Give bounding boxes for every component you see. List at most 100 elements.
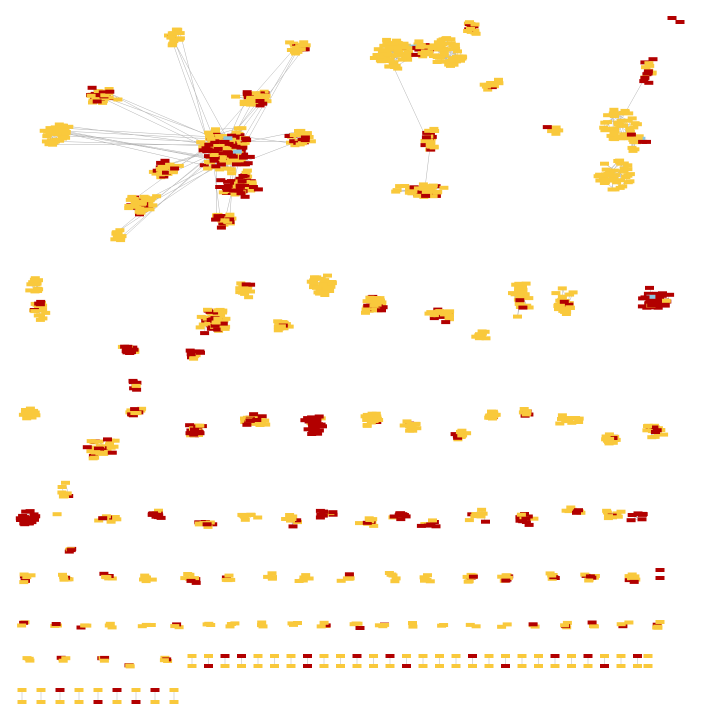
red-node — [225, 217, 235, 222]
red-node — [308, 419, 318, 423]
yellow-node — [173, 27, 183, 32]
yellow-node — [222, 157, 232, 162]
red-node — [159, 174, 169, 179]
red-node — [307, 421, 317, 426]
yellow-node — [316, 624, 326, 629]
yellow-node — [616, 664, 626, 668]
yellow-node — [43, 129, 53, 133]
yellow-node — [599, 181, 609, 185]
yellow-node — [202, 622, 212, 627]
yellow-node — [344, 576, 354, 581]
red-node — [204, 142, 214, 147]
red-node — [190, 427, 199, 432]
red-node — [202, 522, 212, 527]
yellow-node — [632, 122, 642, 127]
yellow-node — [554, 307, 563, 312]
yellow-node — [33, 313, 43, 318]
yellow-node — [603, 113, 613, 118]
yellow-node — [86, 439, 96, 444]
yellow-node — [116, 238, 126, 243]
yellow-node — [113, 230, 123, 235]
red-node — [431, 524, 441, 529]
yellow-node — [104, 95, 114, 100]
yellow-node — [369, 654, 378, 658]
yellow-node — [609, 168, 619, 173]
red-node — [236, 191, 246, 196]
red-node — [328, 510, 338, 515]
yellow-node — [379, 43, 389, 48]
red-node — [19, 620, 29, 625]
yellow-node — [464, 518, 474, 523]
yellow-node — [168, 170, 178, 175]
yellow-node — [608, 440, 618, 445]
yellow-node — [281, 517, 291, 521]
yellow-node — [292, 47, 301, 52]
yellow-node — [145, 207, 155, 212]
yellow-node — [471, 334, 481, 339]
yellow-node — [189, 356, 199, 361]
red-node — [564, 302, 574, 307]
yellow-node — [453, 49, 462, 54]
yellow-node — [529, 516, 539, 521]
red-node — [241, 282, 251, 287]
yellow-node — [102, 575, 112, 580]
yellow-node — [551, 131, 561, 136]
yellow-node — [158, 164, 167, 169]
red-node — [572, 510, 581, 515]
red-node — [131, 700, 141, 704]
red-node — [626, 518, 636, 523]
yellow-node — [105, 442, 114, 447]
yellow-node — [320, 278, 330, 283]
yellow-node — [61, 131, 71, 135]
yellow-node — [371, 307, 381, 312]
yellow-node — [221, 324, 231, 329]
yellow-node — [256, 421, 266, 426]
red-node — [211, 164, 221, 169]
red-node — [660, 303, 670, 308]
yellow-node — [117, 234, 127, 239]
yellow-node — [263, 574, 273, 579]
yellow-node — [481, 336, 491, 341]
yellow-node — [110, 237, 120, 242]
yellow-node — [93, 89, 103, 94]
red-node — [585, 574, 595, 579]
yellow-node — [610, 173, 620, 178]
red-node — [363, 303, 373, 308]
yellow-node — [382, 37, 392, 42]
yellow-node — [95, 444, 105, 449]
red-node — [667, 16, 677, 20]
yellow-node — [226, 139, 236, 144]
red-node — [524, 522, 534, 527]
yellow-node — [388, 573, 398, 578]
red-node — [643, 69, 653, 74]
yellow-node — [301, 573, 311, 578]
yellow-node — [377, 300, 387, 305]
yellow-node — [274, 326, 284, 331]
yellow-node — [29, 408, 39, 413]
yellow-node — [553, 304, 563, 308]
yellow-node — [517, 654, 527, 658]
yellow-node — [196, 140, 206, 145]
red-node — [653, 299, 662, 304]
yellow-node — [604, 432, 614, 437]
yellow-node — [510, 292, 520, 297]
red-node — [128, 380, 138, 385]
yellow-node — [318, 282, 328, 287]
red-node — [125, 351, 135, 355]
yellow-node — [384, 45, 394, 50]
yellow-node — [557, 417, 566, 421]
yellow-node — [236, 281, 246, 286]
yellow-node — [406, 46, 416, 51]
yellow-node — [253, 654, 263, 658]
yellow-node — [320, 293, 330, 297]
yellow-node — [372, 302, 382, 307]
yellow-node — [643, 664, 653, 668]
yellow-node — [451, 664, 461, 668]
red-node — [411, 52, 421, 57]
red-node — [362, 520, 372, 525]
red-node — [318, 513, 328, 518]
yellow-node — [125, 663, 135, 668]
yellow-node — [17, 688, 27, 692]
yellow-node — [457, 433, 467, 438]
yellow-node — [604, 514, 613, 519]
